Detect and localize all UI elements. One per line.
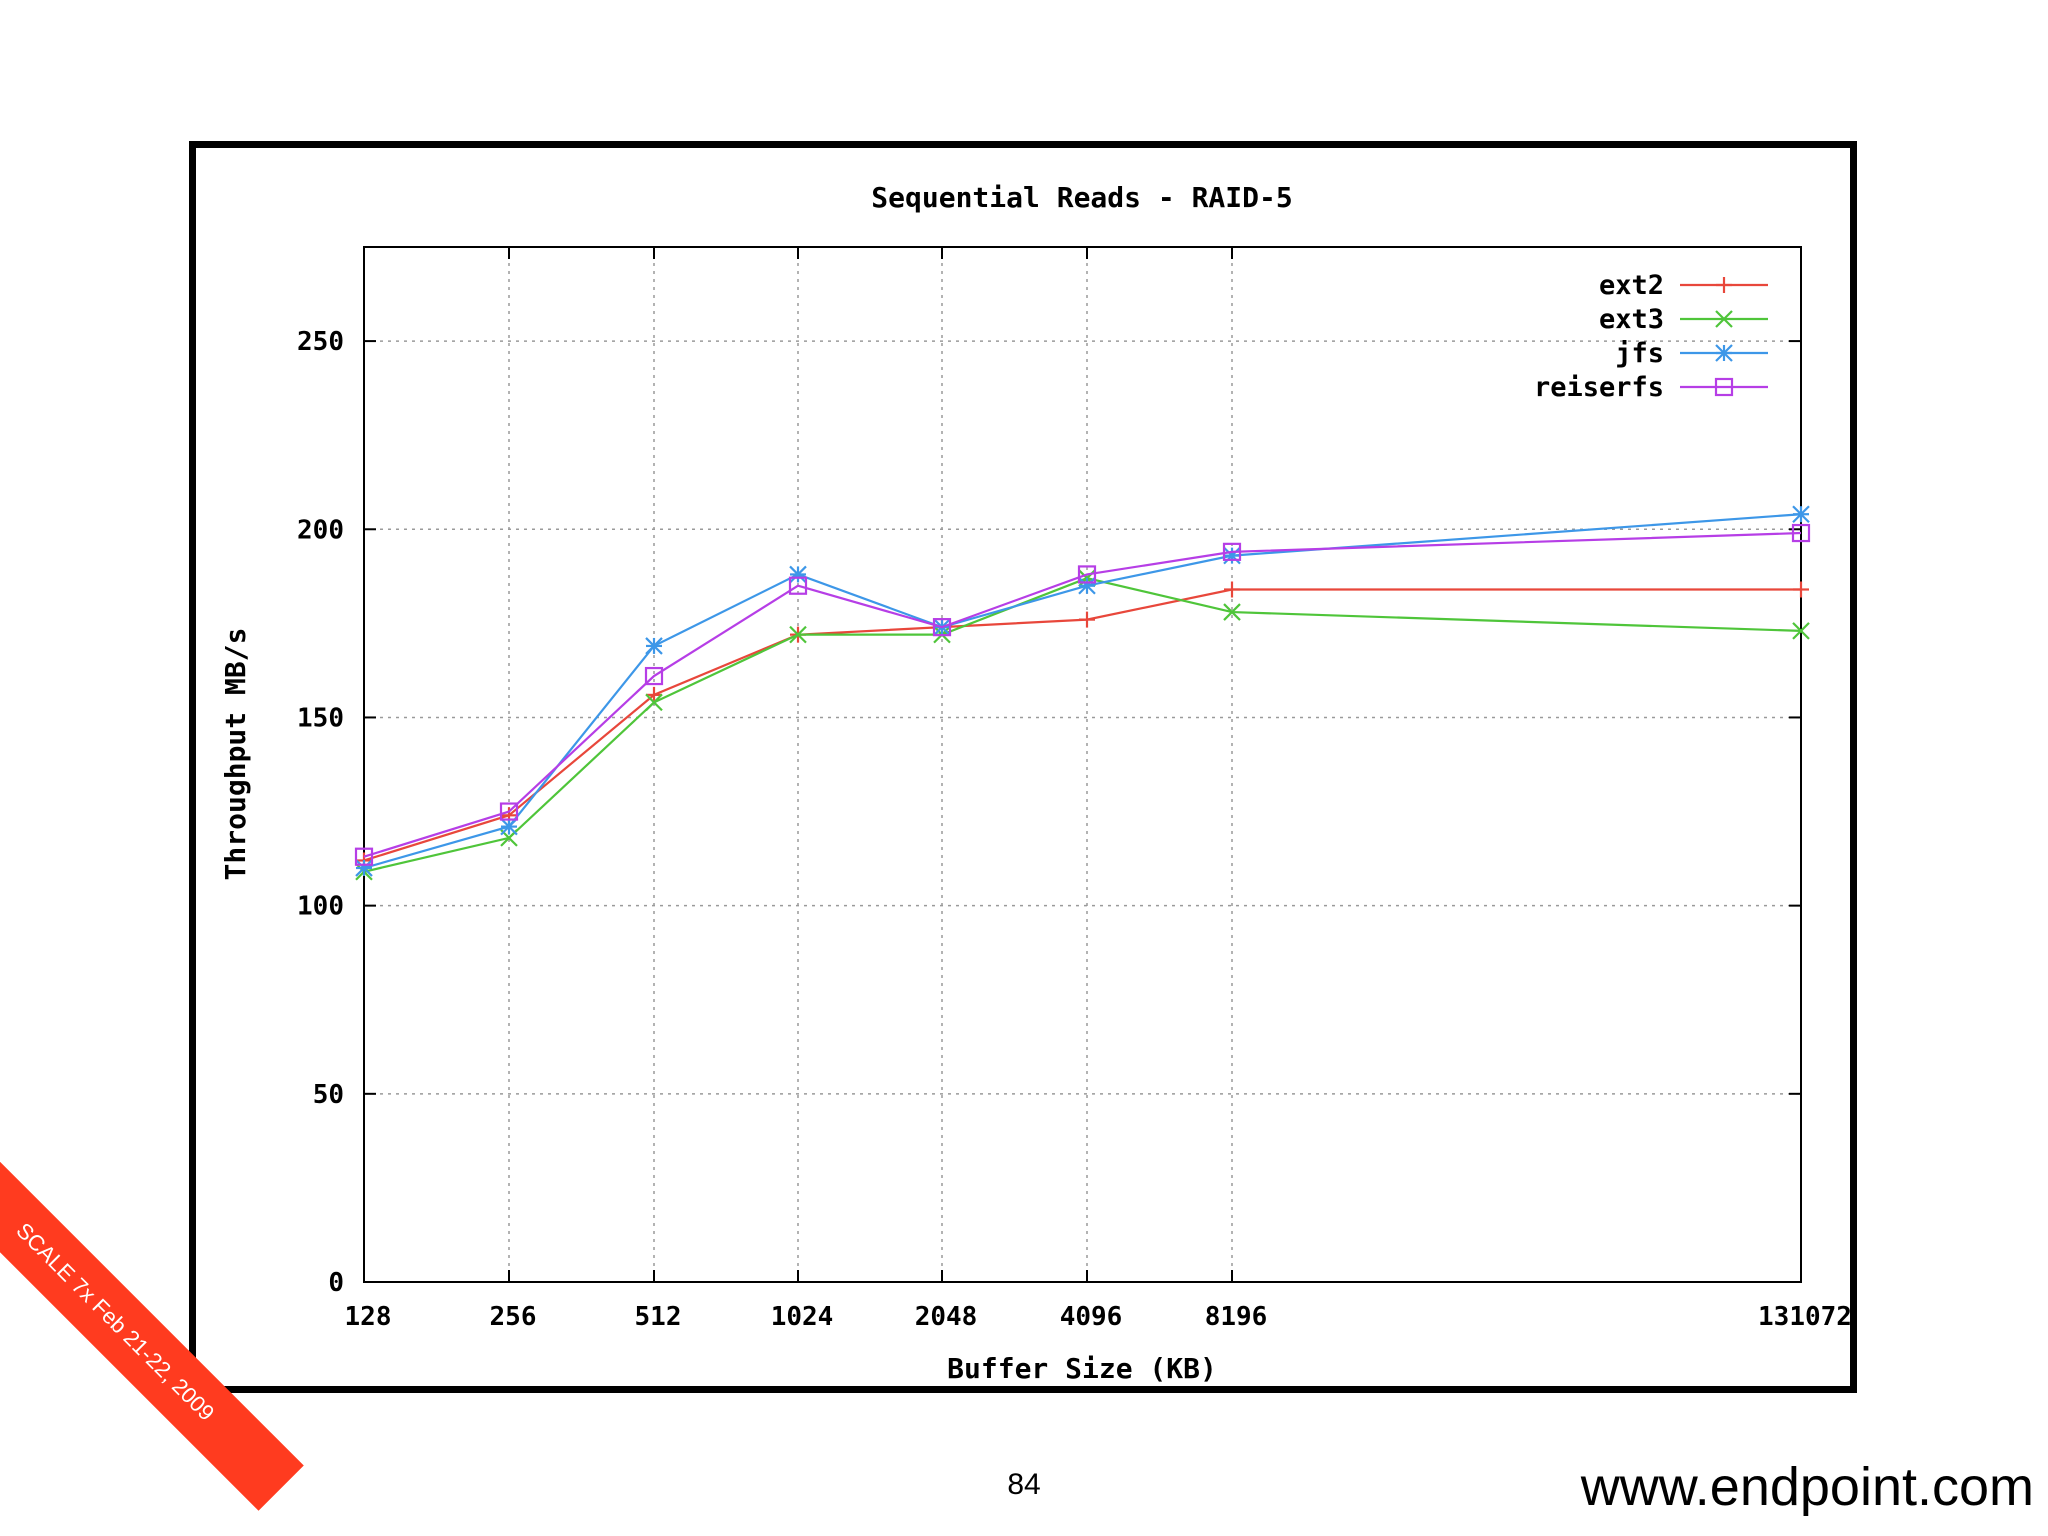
plot-area-border [363,246,1802,1283]
legend-marker-reiserfs [1714,377,1734,397]
x-tick-label: 131072 [1758,1302,1850,1332]
data-point-reiserfs [1077,565,1097,584]
y-tick-label: 50 [313,1080,344,1110]
page-number: 84 [1007,1468,1041,1501]
data-point-reiserfs [644,666,664,686]
data-point-jfs [1078,576,1096,595]
y-tick-label: 150 [297,703,344,733]
data-point-reiserfs [932,618,952,637]
series-line-reiserfs [363,531,1802,858]
chart-frame: 0 50 100 150 200 250 128 256 512 1024 2048 4096 8196… [189,141,1857,1393]
y-tick-label: 100 [297,892,344,922]
series-line-ext2 [363,588,1801,862]
data-point-jfs [645,637,663,655]
x-tick-label: 8196 [1205,1302,1268,1332]
y-tick-label: 0 [328,1268,344,1298]
legend-marker-jfs [1715,344,1733,362]
legend-label: ext3 [1599,304,1664,335]
legend-marker-ext2 [1716,277,1732,293]
data-point-reiserfs [788,576,808,595]
x-tick-label: 1024 [771,1302,834,1332]
data-point-reiserfs [1222,542,1242,561]
data-point-jfs [789,565,807,584]
legend-label: ext2 [1599,270,1664,301]
x-tick-label: 256 [490,1302,537,1332]
legend-marker-ext3 [1715,310,1733,328]
data-point-reiserfs [499,802,519,821]
data-point-jfs [355,859,373,877]
data-point-ext2 [1793,581,1809,598]
series-line-ext3 [363,577,1802,873]
data-point-ext3 [789,625,807,644]
data-point-reiserfs [1791,523,1811,543]
data-point-ext2 [1079,611,1095,628]
data-point-jfs [1223,546,1241,565]
x-tick-label: 128 [345,1302,392,1332]
x-axis-label: Buffer Size (KB) [947,1352,1217,1385]
y-tick-label: 250 [297,327,344,357]
data-point-ext3 [1792,622,1810,640]
data-point-jfs [1792,505,1810,523]
series-lines [354,505,1811,881]
data-point-jfs [500,817,518,836]
x-tick-label: 512 [635,1302,682,1332]
axes: 0 50 100 150 200 250 128 256 512 1024 2048 4096 8196… [297,247,1850,1332]
data-point-ext3 [1223,603,1241,621]
site-url: www.endpoint.com [1580,1457,2034,1517]
series-line-jfs [363,513,1802,870]
data-point-ext3 [645,693,663,712]
chart-title: Sequential Reads - RAID-5 [871,181,1292,214]
data-point-ext2 [1224,581,1240,598]
x-tick-label: 4096 [1060,1302,1123,1332]
line-chart: 0 50 100 150 200 250 128 256 512 1024 2048 4096 8196… [219,181,1850,1385]
y-axis-label: Throughput MB/s [219,628,252,881]
data-point-reiserfs [354,847,374,866]
y-tick-label: 200 [297,515,344,545]
legend-label: reiserfs [1534,372,1664,403]
data-point-ext2 [646,686,662,703]
legend-label: jfs [1615,338,1664,369]
x-tick-label: 2048 [915,1302,978,1332]
